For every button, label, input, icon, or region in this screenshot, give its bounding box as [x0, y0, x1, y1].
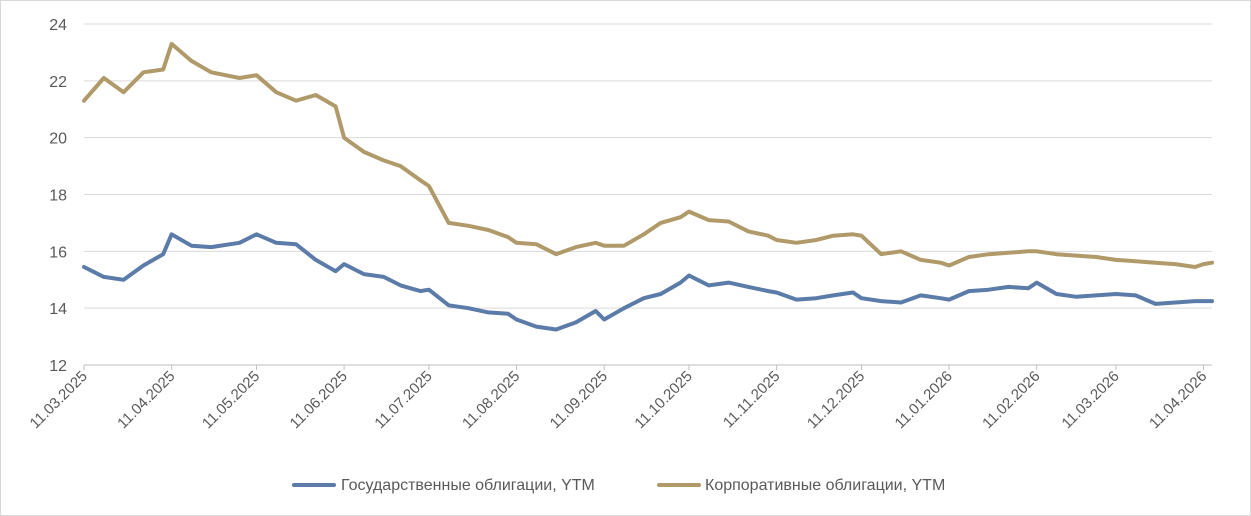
legend-label: Корпоративные облигации, YTM: [705, 477, 945, 494]
y-tick-label: 24: [49, 17, 67, 34]
x-tick-label: 11.03.2025: [27, 368, 91, 432]
y-tick-label: 12: [49, 358, 67, 375]
y-tick-label: 20: [49, 131, 67, 148]
x-tick-label: 11.07.2025: [371, 368, 435, 432]
x-axis-ticks: 11.03.2025 11.04.2025 11.05.2025 11.06.2025…: [27, 365, 1210, 432]
x-tick-label: 11.03.2026: [1058, 368, 1122, 432]
y-tick-label: 22: [49, 74, 67, 91]
x-tick-label: 11.02.2026: [979, 368, 1043, 432]
x-tick-label: 11.10.2025: [631, 368, 695, 432]
x-tick-label: 11.11.2025: [720, 368, 784, 432]
x-tick-label: 11.04.2026: [1146, 368, 1210, 432]
x-tick-label: 11.08.2025: [459, 368, 523, 432]
series-line-1: [82, 232, 1214, 332]
legend-label: Государственные облигации, YTM: [341, 477, 595, 494]
y-tick-label: 16: [49, 244, 67, 261]
x-tick-label: 11.09.2025: [547, 368, 611, 432]
series-line-2: [82, 41, 1214, 269]
x-tick-label: 11.05.2025: [199, 368, 263, 432]
x-tick-label: 11.01.2026: [892, 368, 956, 432]
x-tick-label: 11.12.2025: [804, 368, 868, 432]
legend: Государственные облигации, YTM Корпоратив…: [292, 477, 945, 494]
series-lines: [82, 41, 1214, 332]
y-axis-ticks: 12 14 16 18 20 22 24: [49, 17, 67, 375]
x-tick-label: 11.04.2025: [114, 368, 178, 432]
y-tick-label: 18: [49, 188, 67, 205]
y-tick-label: 14: [49, 301, 67, 318]
gridlines: [84, 23, 1212, 309]
x-tick-label: 11.06.2025: [287, 368, 351, 432]
